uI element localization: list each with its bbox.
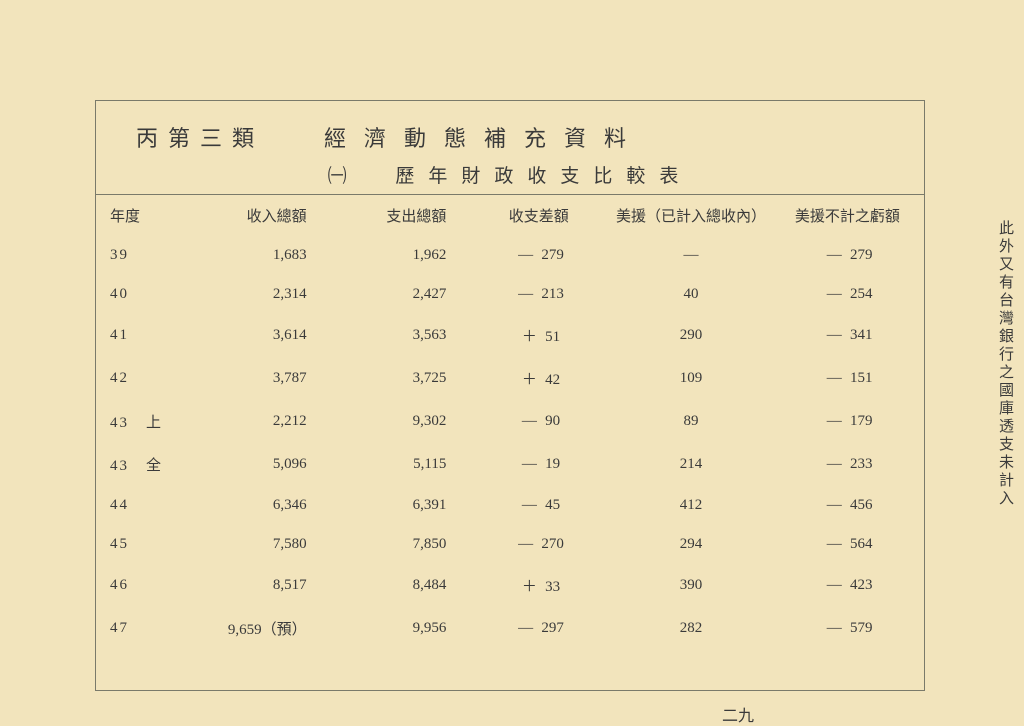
cell-expend: 9,956 xyxy=(337,607,477,650)
table-row: 402,3142,427— 21340— 254 xyxy=(106,275,914,314)
table-row: 457,5807,850— 270294— 564 xyxy=(106,525,914,564)
cell-expend: 1,962 xyxy=(337,236,477,275)
cell-diff: — 19 xyxy=(476,443,601,486)
cell-income: 3,787 xyxy=(181,357,336,400)
cell-diff: — 297 xyxy=(476,607,601,650)
cell-year: 46 xyxy=(106,564,181,607)
margin-note: 此外又有台灣銀行之國庫透支未計入 xyxy=(996,220,1014,508)
cell-expend: 5,115 xyxy=(337,443,477,486)
cell-expend: 7,850 xyxy=(337,525,477,564)
cell-year: 41 xyxy=(106,314,181,357)
cell-shortf: — 423 xyxy=(781,564,914,607)
cell-income: 3,614 xyxy=(181,314,336,357)
col-header-income: 收入總額 xyxy=(181,201,336,236)
table-row: 43 上2,2129,302— 9089— 179 xyxy=(106,400,914,443)
cell-income: 8,517 xyxy=(181,564,336,607)
cell-expend: 9,302 xyxy=(337,400,477,443)
table-row: 391,6831,962— 279—— 279 xyxy=(106,236,914,275)
col-header-diff: 收支差額 xyxy=(476,201,601,236)
cell-shortf: — 233 xyxy=(781,443,914,486)
cell-year: 42 xyxy=(106,357,181,400)
cell-aid: 89 xyxy=(601,400,781,443)
cell-diff: — 279 xyxy=(476,236,601,275)
cell-shortf: — 254 xyxy=(781,275,914,314)
cell-diff: — 90 xyxy=(476,400,601,443)
table-row: 43 全5,0965,115— 19214— 233 xyxy=(106,443,914,486)
cell-aid: 294 xyxy=(601,525,781,564)
cell-shortf: — 564 xyxy=(781,525,914,564)
col-header-shortf: 美援不計之虧額 xyxy=(781,201,914,236)
subtitle: 歷年財政收支比較表 xyxy=(395,166,692,187)
title-row: 丙第三類 經濟動態補充資料 xyxy=(106,121,914,153)
divider xyxy=(96,194,924,195)
cell-year: 44 xyxy=(106,486,181,525)
subtitle-row: ㈠ 歷年財政收支比較表 xyxy=(106,161,914,188)
cell-expend: 2,427 xyxy=(337,275,477,314)
document-frame: 丙第三類 經濟動態補充資料 ㈠ 歷年財政收支比較表 年度 收入總額 支出總額 收… xyxy=(95,100,925,691)
category-label: 丙第三類 xyxy=(136,121,264,153)
col-header-aid: 美援（已計入總收內） xyxy=(601,201,781,236)
col-header-year: 年度 xyxy=(106,201,181,236)
cell-shortf: — 579 xyxy=(781,607,914,650)
cell-aid: — xyxy=(601,236,781,275)
cell-aid: 290 xyxy=(601,314,781,357)
table-body: 391,6831,962— 279—— 279402,3142,427— 213… xyxy=(106,236,914,650)
cell-aid: 109 xyxy=(601,357,781,400)
cell-aid: 390 xyxy=(601,564,781,607)
cell-diff: ＋ 51 xyxy=(476,314,601,357)
page-number: 二九 xyxy=(722,702,754,726)
cell-shortf: — 341 xyxy=(781,314,914,357)
cell-income: 9,659（預） xyxy=(181,607,336,650)
cell-diff: — 270 xyxy=(476,525,601,564)
cell-year: 40 xyxy=(106,275,181,314)
cell-expend: 3,563 xyxy=(337,314,477,357)
cell-shortf: — 179 xyxy=(781,400,914,443)
cell-income: 7,580 xyxy=(181,525,336,564)
cell-income: 2,314 xyxy=(181,275,336,314)
cell-income: 5,096 xyxy=(181,443,336,486)
table-row: 446,3466,391— 45412— 456 xyxy=(106,486,914,525)
cell-aid: 214 xyxy=(601,443,781,486)
cell-year: 47 xyxy=(106,607,181,650)
cell-expend: 6,391 xyxy=(337,486,477,525)
main-title: 經濟動態補充資料 xyxy=(324,121,644,153)
cell-diff: ＋ 33 xyxy=(476,564,601,607)
cell-shortf: — 279 xyxy=(781,236,914,275)
cell-diff: ＋ 42 xyxy=(476,357,601,400)
cell-aid: 412 xyxy=(601,486,781,525)
col-header-expend: 支出總額 xyxy=(337,201,477,236)
table-row: 479,659（預）9,956— 297282— 579 xyxy=(106,607,914,650)
table-header-row: 年度 收入總額 支出總額 收支差額 美援（已計入總收內） 美援不計之虧額 xyxy=(106,201,914,236)
cell-shortf: — 151 xyxy=(781,357,914,400)
cell-aid: 40 xyxy=(601,275,781,314)
cell-diff: — 45 xyxy=(476,486,601,525)
cell-diff: — 213 xyxy=(476,275,601,314)
fiscal-table: 年度 收入總額 支出總額 收支差額 美援（已計入總收內） 美援不計之虧額 391… xyxy=(106,201,914,650)
cell-year: 43 上 xyxy=(106,400,181,443)
cell-aid: 282 xyxy=(601,607,781,650)
table-row: 423,7873,725＋ 42109— 151 xyxy=(106,357,914,400)
cell-year: 45 xyxy=(106,525,181,564)
cell-year: 43 全 xyxy=(106,443,181,486)
table-row: 468,5178,484＋ 33390— 423 xyxy=(106,564,914,607)
cell-income: 2,212 xyxy=(181,400,336,443)
cell-expend: 3,725 xyxy=(337,357,477,400)
cell-shortf: — 456 xyxy=(781,486,914,525)
cell-expend: 8,484 xyxy=(337,564,477,607)
table-row: 413,6143,563＋ 51290— 341 xyxy=(106,314,914,357)
section-number: ㈠ xyxy=(328,166,347,187)
cell-income: 1,683 xyxy=(181,236,336,275)
cell-income: 6,346 xyxy=(181,486,336,525)
cell-year: 39 xyxy=(106,236,181,275)
